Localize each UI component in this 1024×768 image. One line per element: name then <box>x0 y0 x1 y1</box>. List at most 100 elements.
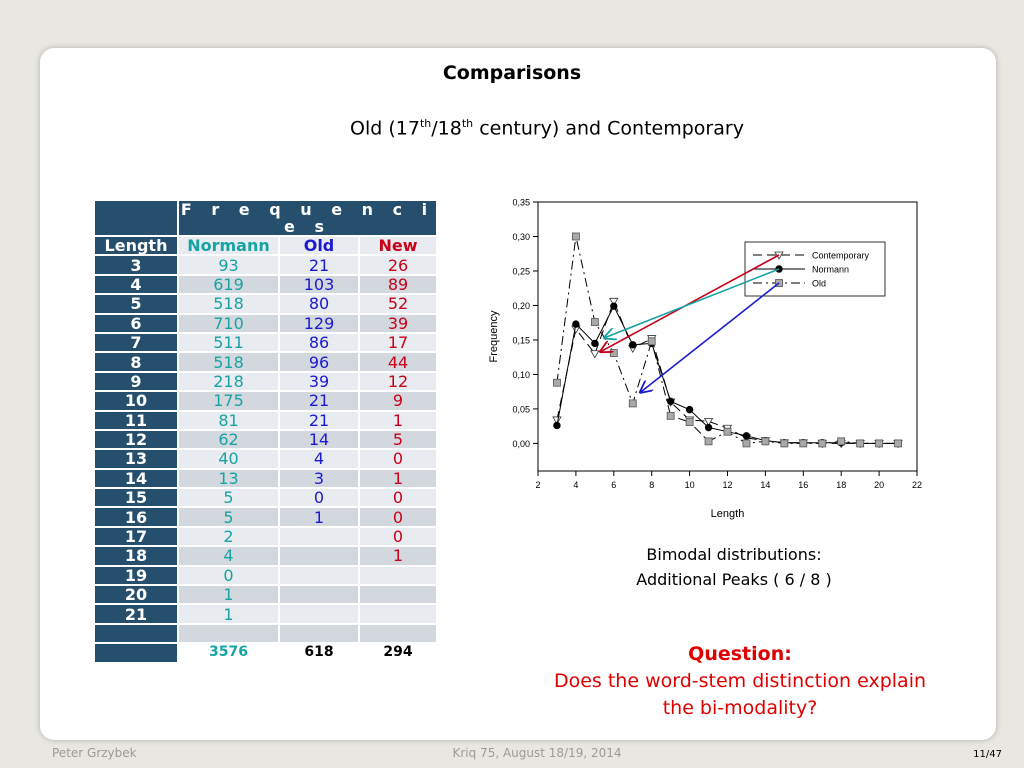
length-cell: 18 <box>93 545 179 567</box>
old-cell <box>278 525 360 548</box>
y-tick-label: 0,15 <box>512 335 530 345</box>
table-row: 17 2 0 <box>93 525 438 548</box>
footer-conference: Kriq 75, August 18/19, 2014 <box>452 746 622 760</box>
new-cell <box>358 584 438 606</box>
y-tick-label: 0,25 <box>512 266 530 276</box>
table-row: 12 62 14 5 <box>93 428 438 451</box>
length-cell: 13 <box>93 448 179 470</box>
table-row: 7 511 86 17 <box>93 331 438 354</box>
new-cell: 39 <box>358 312 438 334</box>
length-cell: 14 <box>93 467 179 490</box>
old-cell: 103 <box>278 273 360 296</box>
arrow-old <box>640 282 780 392</box>
y-tick-label: 0,35 <box>512 198 530 208</box>
normann-cell: 40 <box>177 448 280 470</box>
legend-label: Contemporary <box>812 251 870 261</box>
length-cell: 15 <box>93 487 179 509</box>
subtitle-mid: /18 <box>431 117 462 140</box>
normann-cell: 619 <box>177 273 280 296</box>
data-point <box>647 337 656 346</box>
data-point <box>704 437 713 446</box>
table-row: 14 13 3 1 <box>93 467 438 490</box>
normann-cell: 1 <box>177 584 280 606</box>
x-tick-label: 16 <box>798 480 808 490</box>
normann-cell: 1 <box>177 603 280 625</box>
table-row: 5 518 80 52 <box>93 293 438 315</box>
question-line-2: the bi-modality? <box>662 697 818 719</box>
normann-cell: 13 <box>177 467 280 490</box>
data-point <box>723 427 732 436</box>
y-tick-label: 0,20 <box>512 301 530 311</box>
legend-label: Normann <box>812 265 849 275</box>
new-cell: 0 <box>358 448 438 470</box>
data-point <box>553 421 561 430</box>
table-row: 19 0 <box>93 564 438 587</box>
slide-subtitle: Old (17th/18th century) and Contemporary <box>0 117 1024 139</box>
total-old: 618 <box>278 642 360 664</box>
y-axis-label: Frequency <box>488 310 500 362</box>
data-point <box>552 416 562 425</box>
series-old <box>553 232 902 448</box>
normann-cell: 511 <box>177 331 280 354</box>
normann-cell: 5 <box>177 506 280 528</box>
series-contemporary <box>552 297 903 449</box>
question-block: Question: Does the word-stem distinction… <box>520 641 960 722</box>
length-cell: 7 <box>93 331 179 354</box>
length-cell: 9 <box>93 370 179 393</box>
length-cell: 6 <box>93 312 179 334</box>
table-row: 9 218 39 12 <box>93 370 438 393</box>
data-point <box>629 341 637 349</box>
normann-cell: 5 <box>177 487 280 509</box>
data-point <box>704 423 713 432</box>
data-point <box>666 411 675 420</box>
new-cell: 0 <box>358 506 438 528</box>
data-point <box>894 439 902 448</box>
new-cell: 1 <box>358 409 438 431</box>
table-row: 15 5 0 0 <box>93 487 438 509</box>
column-header-length: Length <box>93 234 179 257</box>
total-normann: 3576 <box>177 642 280 664</box>
bimodal-line-1: Bimodal distributions: <box>646 545 822 564</box>
y-tick-label: 0,10 <box>512 370 530 380</box>
old-cell: 21 <box>278 254 360 276</box>
length-cell: 21 <box>93 603 179 625</box>
y-tick-label: 0,05 <box>512 404 530 414</box>
question-line-1: Does the word-stem distinction explain <box>553 670 927 692</box>
data-point <box>553 378 561 387</box>
old-cell <box>278 622 360 645</box>
length-cell: 16 <box>93 506 179 528</box>
table-row: 4 619 103 89 <box>93 273 438 296</box>
length-cell: 3 <box>93 254 179 276</box>
data-point <box>742 432 751 440</box>
old-cell <box>278 584 360 606</box>
length-cell <box>93 622 179 645</box>
totals-label-cell <box>93 642 179 664</box>
old-cell: 96 <box>278 351 360 373</box>
old-cell: 80 <box>278 293 360 315</box>
length-cell: 10 <box>93 390 179 412</box>
old-cell: 21 <box>278 390 360 412</box>
table-corner-cell <box>93 199 179 237</box>
new-cell: 17 <box>358 331 438 354</box>
new-cell: 1 <box>358 545 438 567</box>
length-cell: 19 <box>93 564 179 587</box>
normann-cell: 0 <box>177 564 280 587</box>
table-row: 10 175 21 9 <box>93 390 438 412</box>
column-header-new: New <box>358 234 438 257</box>
x-tick-label: 18 <box>836 480 846 490</box>
data-point <box>837 437 846 446</box>
x-tick-label: 4 <box>573 480 578 490</box>
table-group-header-row: F r e q u e n c i e s <box>93 199 438 237</box>
table-body: 3 93 21 26 4 619 103 89 5 518 80 52 6 710 129 39 7 511 86 1… <box>93 254 438 645</box>
normann-cell: 2 <box>177 525 280 548</box>
x-tick-label: 12 <box>722 480 732 490</box>
column-header-old: Old <box>278 234 360 257</box>
normann-cell: 81 <box>177 409 280 431</box>
data-point <box>875 439 884 448</box>
data-point <box>856 439 865 448</box>
data-point <box>780 439 789 448</box>
old-cell: 39 <box>278 370 360 393</box>
data-point <box>590 318 599 326</box>
subtitle-sup-1: th <box>419 117 432 130</box>
bimodal-note: Bimodal distributions: Additional Peaks … <box>584 542 884 592</box>
